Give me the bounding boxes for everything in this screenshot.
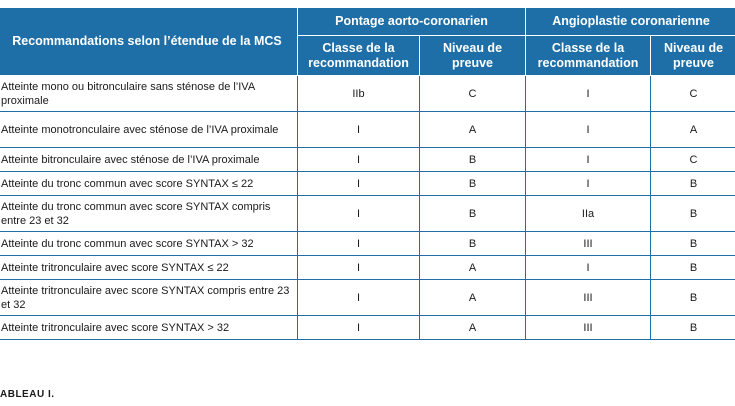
header-cabg-class: Classe de la recommandation	[297, 35, 420, 76]
cabg-class-cell: I	[297, 171, 420, 196]
cabg-level-cell: A	[418, 279, 527, 316]
table-row: Atteinte mono ou bitronculaire sans stén…	[0, 75, 735, 112]
pci-class-cell: I	[525, 75, 652, 112]
cabg-class-cell: IIb	[297, 75, 420, 112]
pci-class-cell: III	[525, 231, 652, 256]
table-caption: ABLEAU I.	[0, 389, 55, 400]
header-row-columns: Classe de la recommandation Niveau de pr…	[0, 35, 735, 76]
cabg-level-cell: C	[418, 75, 527, 112]
row-label: Atteinte du tronc commun avec score SYNT…	[0, 195, 298, 232]
pci-class-cell: IIa	[525, 195, 652, 232]
pci-level-cell: C	[650, 147, 735, 172]
table-row: Atteinte tritronculaire avec score SYNTA…	[0, 315, 735, 340]
pci-level-cell: A	[650, 111, 735, 148]
header-cabg-level: Niveau de preuve	[418, 35, 527, 76]
cabg-level-cell: B	[418, 195, 527, 232]
row-label: Atteinte du tronc commun avec score SYNT…	[0, 171, 298, 196]
pci-level-cell: B	[650, 255, 735, 280]
cabg-level-cell: B	[418, 147, 527, 172]
table-row: Atteinte du tronc commun avec score SYNT…	[0, 195, 735, 232]
cabg-level-cell: A	[418, 255, 527, 280]
pci-class-cell: I	[525, 255, 652, 280]
table-row: Atteinte monotronculaire avec sténose de…	[0, 111, 735, 148]
cabg-level-cell: B	[418, 171, 527, 196]
cabg-level-cell: A	[418, 315, 527, 340]
table-row: Atteinte tritronculaire avec score SYNTA…	[0, 279, 735, 316]
table-row: Atteinte du tronc commun avec score SYNT…	[0, 171, 735, 196]
row-label: Atteinte tritronculaire avec score SYNTA…	[0, 315, 298, 340]
row-label: Atteinte tritronculaire avec score SYNTA…	[0, 255, 298, 280]
pci-level-cell: B	[650, 231, 735, 256]
cabg-class-cell: I	[297, 195, 420, 232]
pci-class-cell: I	[525, 171, 652, 196]
pci-level-cell: C	[650, 75, 735, 112]
cabg-level-cell: A	[418, 111, 527, 148]
row-label: Atteinte tritronculaire avec score SYNTA…	[0, 279, 298, 316]
table-row: Atteinte bitronculaire avec sténose de l…	[0, 147, 735, 172]
row-label: Atteinte bitronculaire avec sténose de l…	[0, 147, 298, 172]
row-label: Atteinte du tronc commun avec score SYNT…	[0, 231, 298, 256]
cabg-class-cell: I	[297, 315, 420, 340]
pci-class-cell: I	[525, 111, 652, 148]
cabg-class-cell: I	[297, 279, 420, 316]
cabg-class-cell: I	[297, 111, 420, 148]
pci-class-cell: III	[525, 315, 652, 340]
pci-level-cell: B	[650, 171, 735, 196]
header-pci-level: Niveau de preuve	[650, 35, 735, 76]
pci-class-cell: III	[525, 279, 652, 316]
header-row-groups: Recommandations selon l’étendue de la MC…	[0, 7, 735, 76]
row-label: Atteinte monotronculaire avec sténose de…	[0, 111, 298, 148]
row-label: Atteinte mono ou bitronculaire sans stén…	[0, 75, 298, 112]
header-row-label: Recommandations selon l’étendue de la MC…	[0, 7, 298, 76]
cabg-level-cell: B	[418, 231, 527, 256]
pci-level-cell: B	[650, 195, 735, 232]
table-row: Atteinte du tronc commun avec score SYNT…	[0, 231, 735, 256]
cabg-class-cell: I	[297, 147, 420, 172]
cabg-class-cell: I	[297, 231, 420, 256]
pci-class-cell: I	[525, 147, 652, 172]
pci-level-cell: B	[650, 279, 735, 316]
recommendations-table: Recommandations selon l’étendue de la MC…	[0, 7, 735, 340]
cabg-class-cell: I	[297, 255, 420, 280]
table-row: Atteinte tritronculaire avec score SYNTA…	[0, 255, 735, 280]
pci-level-cell: B	[650, 315, 735, 340]
header-group-cabg: Pontage aorto-coronarien	[296, 7, 527, 36]
header-pci-class: Classe de la recommandation	[525, 35, 652, 76]
header-group-pci: Angioplastie coronarienne	[525, 7, 735, 36]
